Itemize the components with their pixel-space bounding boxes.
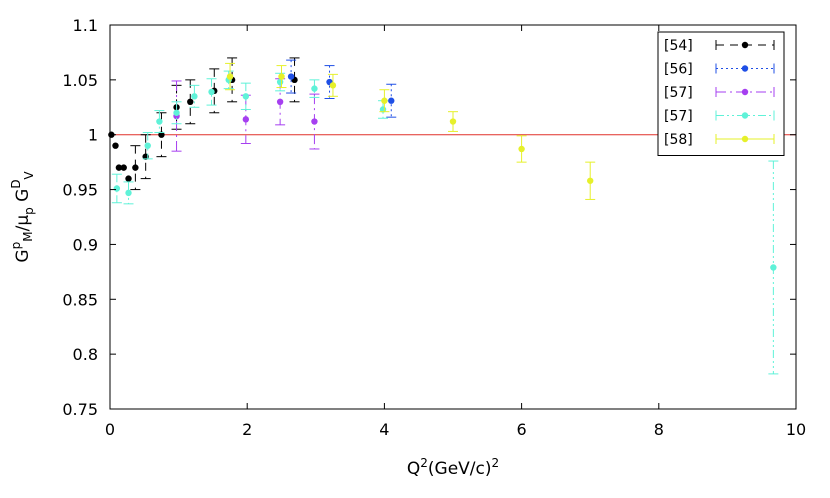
legend: [54] [56] [57] [57] [58] [657, 31, 785, 156]
y-tick-label: 1.1 [73, 16, 98, 35]
legend-swatch-marker [741, 41, 749, 49]
legend-swatch-marker [741, 135, 749, 143]
data-point [112, 142, 119, 149]
data-point [156, 118, 163, 125]
data-point [388, 97, 395, 104]
plot-frame [109, 24, 797, 410]
data-point [770, 264, 777, 271]
data-point [115, 164, 123, 171]
data-point [242, 93, 250, 100]
data-point [278, 73, 285, 80]
data-point [449, 118, 457, 125]
data-point [276, 78, 284, 86]
data-point [113, 185, 121, 192]
legend-item: [57] [664, 109, 775, 125]
series-4 [225, 62, 596, 200]
legend-label: [56] [664, 62, 693, 78]
data-point [208, 88, 215, 96]
plot-area [108, 57, 796, 375]
data-point [329, 82, 337, 89]
x-tick-label: 0 [105, 420, 115, 439]
x-tick-label: 4 [379, 420, 389, 439]
y-axis-label: GpM/μp GDV [9, 171, 36, 263]
data-point [311, 85, 318, 92]
data-point [381, 97, 388, 104]
x-tick-label: 10 [786, 420, 806, 439]
data-point [518, 145, 525, 153]
data-point [191, 93, 198, 100]
x-tick-label: 2 [242, 420, 252, 439]
data-point [120, 164, 127, 171]
data-point [132, 164, 139, 171]
y-tick-label: 1 [88, 126, 98, 145]
legend-swatch-marker [741, 112, 749, 119]
data-point [276, 98, 284, 106]
data-point [242, 116, 250, 123]
data-point [226, 73, 234, 80]
series-3 [111, 70, 779, 375]
data-point [287, 73, 295, 80]
legend-label: [54] [664, 38, 693, 54]
data-point [587, 177, 594, 184]
legend-item: [54] [664, 38, 775, 54]
legend-item: [56] [664, 62, 775, 78]
y-tick-label: 0.8 [73, 345, 98, 364]
legend-label: [57] [664, 109, 693, 125]
data-point [173, 109, 180, 116]
data-point [311, 118, 318, 125]
data-point [144, 142, 151, 149]
data-point [158, 131, 165, 138]
data-point [187, 98, 194, 106]
legend-swatch-marker [741, 65, 749, 72]
data-point [125, 189, 132, 197]
legend-label: [57] [664, 85, 693, 101]
legend-label: [58] [664, 132, 693, 148]
legend-item: [57] [664, 85, 775, 101]
y-tick-label: 0.85 [62, 290, 98, 309]
x-tick-label: 8 [654, 420, 664, 439]
y-tick-label: 1.05 [62, 71, 98, 90]
legend-swatch-marker [741, 88, 749, 96]
legend-box [657, 31, 785, 156]
legend-item: [58] [664, 132, 775, 148]
y-tick-label: 0.75 [62, 400, 98, 419]
y-tick-label: 0.9 [73, 235, 98, 254]
x-tick-label: 6 [517, 420, 527, 439]
y-tick-label: 0.95 [62, 181, 98, 200]
x-axis-label: Q2(GeV/c)2 [407, 456, 499, 479]
data-point [125, 175, 132, 182]
axis-ticks: 0 2 4 6 8 10 0.75 0.8 0.85 0.9 0.95 1 1.05 1.1 [62, 16, 806, 439]
